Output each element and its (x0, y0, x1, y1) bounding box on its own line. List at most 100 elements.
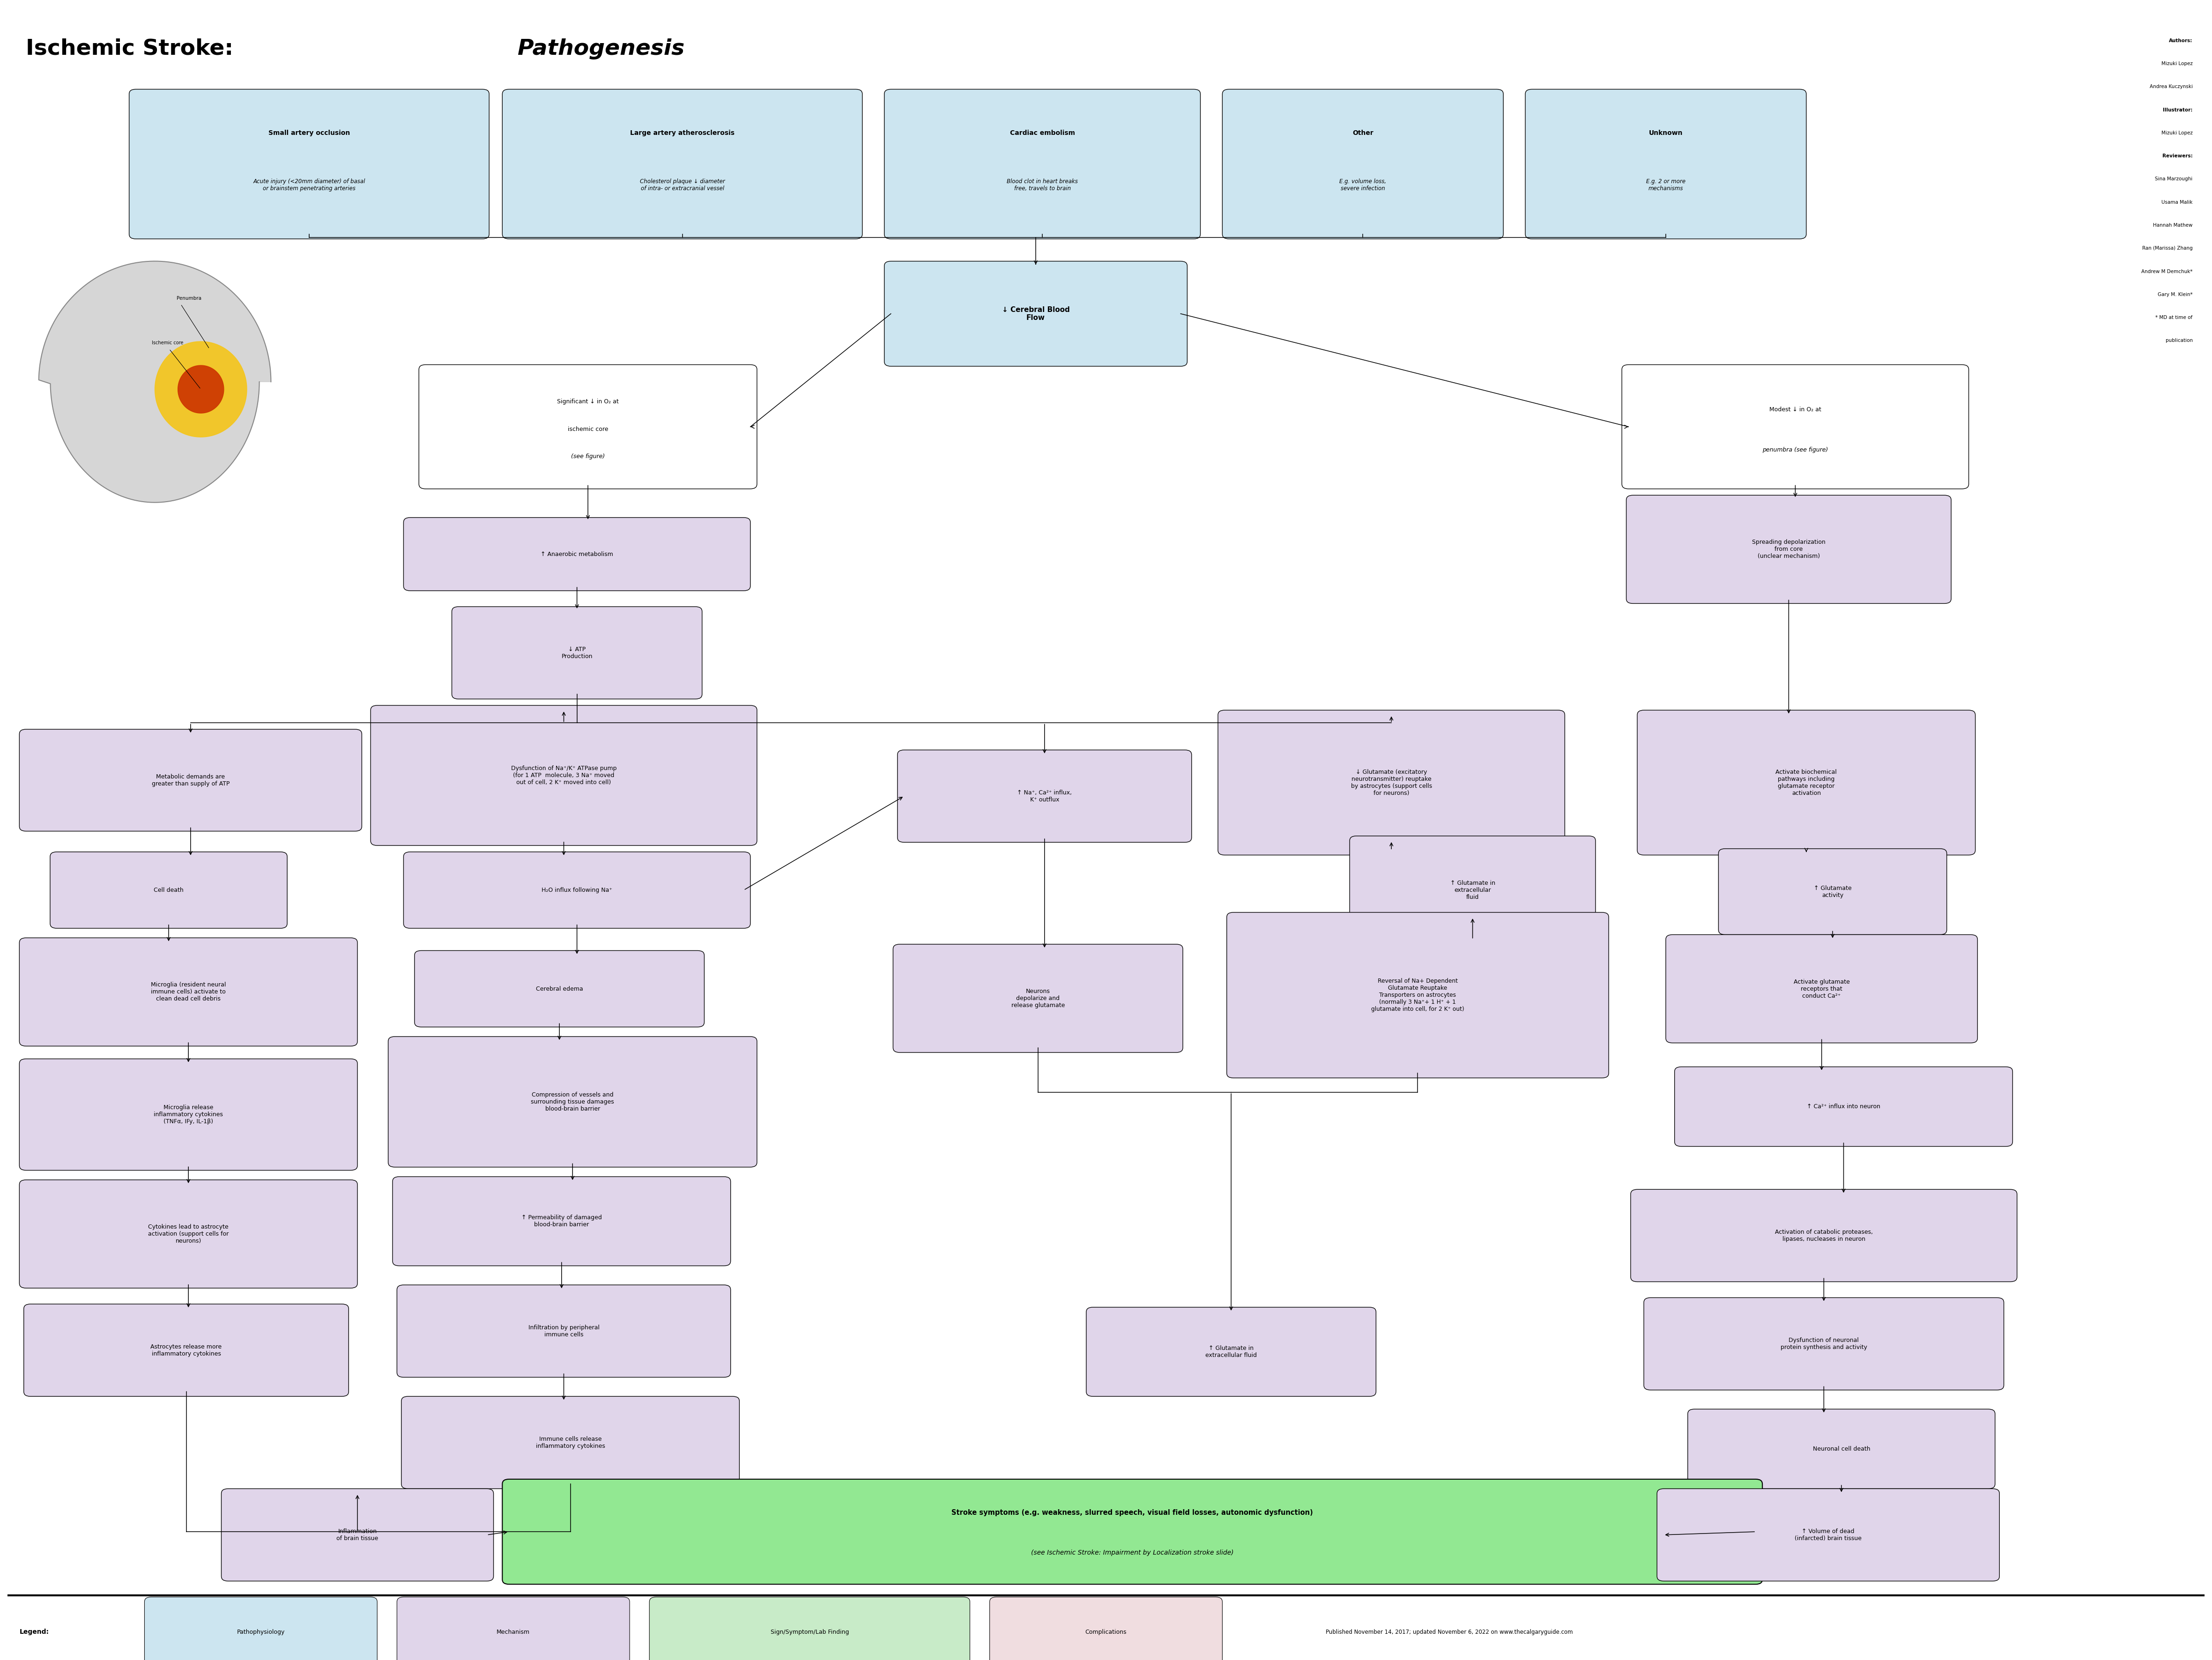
Text: Reversal of Na+ Dependent
Glutamate Reuptake
Transporters on astrocytes
(normall: Reversal of Na+ Dependent Glutamate Reup… (1371, 978, 1464, 1013)
FancyBboxPatch shape (885, 90, 1201, 239)
FancyBboxPatch shape (1626, 495, 1951, 604)
Text: Published November 14, 2017; updated November 6, 2022 on www.thecalgaryguide.com: Published November 14, 2017; updated Nov… (1325, 1628, 1573, 1635)
FancyBboxPatch shape (403, 852, 750, 928)
FancyBboxPatch shape (1219, 710, 1564, 855)
FancyBboxPatch shape (20, 1180, 358, 1288)
FancyBboxPatch shape (20, 938, 358, 1046)
FancyBboxPatch shape (51, 852, 288, 928)
Text: Mizuki Lopez: Mizuki Lopez (2161, 61, 2192, 66)
Text: Metabolic demands are
greater than supply of ATP: Metabolic demands are greater than suppl… (153, 774, 230, 787)
Text: Stroke symptoms (e.g. weakness, slurred speech, visual field losses, autonomic d: Stroke symptoms (e.g. weakness, slurred … (951, 1509, 1314, 1516)
FancyBboxPatch shape (396, 1597, 630, 1660)
Text: Spreading depolarization
from core
(unclear mechanism): Spreading depolarization from core (uncl… (1752, 540, 1825, 559)
FancyBboxPatch shape (894, 945, 1183, 1052)
Text: Sign/Symptom/Lab Finding: Sign/Symptom/Lab Finding (770, 1628, 849, 1635)
Text: ischemic core: ischemic core (568, 427, 608, 432)
FancyBboxPatch shape (989, 1597, 1223, 1660)
FancyBboxPatch shape (400, 1396, 739, 1489)
Text: Cardiac embolism: Cardiac embolism (1011, 129, 1075, 136)
Text: E.g. 2 or more
mechanisms: E.g. 2 or more mechanisms (1646, 179, 1686, 191)
FancyBboxPatch shape (1228, 913, 1608, 1077)
Text: Dysfunction of neuronal
protein synthesis and activity: Dysfunction of neuronal protein synthesi… (1781, 1338, 1867, 1350)
Text: Small artery occlusion: Small artery occlusion (268, 129, 349, 136)
FancyBboxPatch shape (885, 261, 1188, 367)
Text: ↑ Anaerobic metabolism: ↑ Anaerobic metabolism (540, 551, 613, 558)
Text: Significant ↓ in O₂ at: Significant ↓ in O₂ at (557, 398, 619, 405)
Text: Ran (Marissa) Zhang: Ran (Marissa) Zhang (2141, 246, 2192, 251)
Text: ↑ Na⁺, Ca²⁺ influx,
K⁺ outflux: ↑ Na⁺, Ca²⁺ influx, K⁺ outflux (1018, 790, 1073, 803)
Text: penumbra (see figure): penumbra (see figure) (1763, 447, 1827, 453)
FancyBboxPatch shape (418, 365, 757, 488)
FancyBboxPatch shape (144, 1597, 378, 1660)
FancyBboxPatch shape (128, 90, 489, 239)
Text: Mizuki Lopez: Mizuki Lopez (2161, 131, 2192, 136)
Text: Cell death: Cell death (153, 886, 184, 893)
Polygon shape (177, 365, 223, 413)
Text: Pathophysiology: Pathophysiology (237, 1628, 285, 1635)
Text: * MD at time of: * MD at time of (2154, 315, 2192, 320)
Text: H₂O influx following Na⁺: H₂O influx following Na⁺ (542, 886, 613, 893)
Text: Cerebral edema: Cerebral edema (535, 986, 584, 991)
FancyBboxPatch shape (1630, 1190, 2017, 1282)
Text: (see Ischemic Stroke: Impairment by Localization stroke slide): (see Ischemic Stroke: Impairment by Loca… (1031, 1549, 1234, 1555)
Text: Inflammation
of brain tissue: Inflammation of brain tissue (336, 1529, 378, 1542)
Text: Reviewers:: Reviewers: (2163, 154, 2192, 158)
Text: Other: Other (1352, 129, 1374, 136)
Text: Illustrator:: Illustrator: (2163, 108, 2192, 113)
FancyBboxPatch shape (372, 706, 757, 845)
Text: Sina Marzoughi: Sina Marzoughi (2154, 178, 2192, 181)
Text: Acute injury (<20mm diameter) of basal
or brainstem penetrating arteries: Acute injury (<20mm diameter) of basal o… (252, 179, 365, 191)
Text: ↑ Glutamate in
extracellular
fluid: ↑ Glutamate in extracellular fluid (1451, 880, 1495, 900)
FancyBboxPatch shape (24, 1305, 349, 1396)
FancyBboxPatch shape (451, 606, 701, 699)
Text: Microglia release
inflammatory cytokines
(TNFα, IFy, IL-1β): Microglia release inflammatory cytokines… (155, 1104, 223, 1124)
Text: Unknown: Unknown (1648, 129, 1683, 136)
Text: Astrocytes release more
inflammatory cytokines: Astrocytes release more inflammatory cyt… (150, 1343, 221, 1356)
Text: ↑ Permeability of damaged
blood-brain barrier: ↑ Permeability of damaged blood-brain ba… (522, 1215, 602, 1228)
Text: ↓ ATP
Production: ↓ ATP Production (562, 646, 593, 659)
FancyBboxPatch shape (387, 1036, 757, 1167)
Text: Legend:: Legend: (20, 1628, 49, 1635)
Text: E.g. volume loss,
severe infection: E.g. volume loss, severe infection (1340, 179, 1387, 191)
FancyBboxPatch shape (502, 1479, 1763, 1584)
Text: Gary M. Klein*: Gary M. Klein* (2157, 292, 2192, 297)
FancyBboxPatch shape (1666, 935, 1978, 1042)
Text: Cytokines lead to astrocyte
activation (support cells for
neurons): Cytokines lead to astrocyte activation (… (148, 1223, 228, 1243)
Text: (see figure): (see figure) (571, 453, 604, 460)
Text: ↓ Cerebral Blood
Flow: ↓ Cerebral Blood Flow (1002, 305, 1071, 322)
Polygon shape (155, 342, 248, 437)
Text: ↑ Glutamate
activity: ↑ Glutamate activity (1814, 885, 1851, 898)
Text: publication: publication (2166, 339, 2192, 344)
FancyBboxPatch shape (1674, 1067, 2013, 1147)
Text: Activation of catabolic proteases,
lipases, nucleases in neuron: Activation of catabolic proteases, lipas… (1774, 1228, 1874, 1242)
Text: Compression of vessels and
surrounding tissue damages
blood-brain barrier: Compression of vessels and surrounding t… (531, 1092, 615, 1112)
Text: ↑ Glutamate in
extracellular fluid: ↑ Glutamate in extracellular fluid (1206, 1345, 1256, 1358)
Text: Activate biochemical
pathways including
glutamate receptor
activation: Activate biochemical pathways including … (1776, 769, 1836, 797)
FancyBboxPatch shape (403, 518, 750, 591)
Text: Immune cells release
inflammatory cytokines: Immune cells release inflammatory cytoki… (535, 1436, 606, 1449)
FancyBboxPatch shape (502, 90, 863, 239)
Text: Andrea Kuczynski: Andrea Kuczynski (2150, 85, 2192, 90)
Text: Microglia (resident neural
immune cells) activate to
clean dead cell debris: Microglia (resident neural immune cells)… (150, 983, 226, 1003)
Text: ↑ Ca²⁺ influx into neuron: ↑ Ca²⁺ influx into neuron (1807, 1104, 1880, 1109)
FancyBboxPatch shape (1526, 90, 1807, 239)
Text: Neurons
depolarize and
release glutamate: Neurons depolarize and release glutamate (1011, 988, 1064, 1008)
Text: Andrew M Demchuk*: Andrew M Demchuk* (2141, 269, 2192, 274)
FancyBboxPatch shape (898, 750, 1192, 842)
FancyBboxPatch shape (1719, 848, 1947, 935)
FancyBboxPatch shape (1637, 710, 1975, 855)
Text: ↑ Volume of dead
(infarcted) brain tissue: ↑ Volume of dead (infarcted) brain tissu… (1794, 1529, 1863, 1542)
Text: ↓ Glutamate (excitatory
neurotransmitter) reuptake
by astrocytes (support cells
: ↓ Glutamate (excitatory neurotransmitter… (1352, 769, 1431, 797)
Text: Infiltration by peripheral
immune cells: Infiltration by peripheral immune cells (529, 1325, 599, 1338)
Text: Authors:: Authors: (2170, 38, 2192, 43)
FancyBboxPatch shape (20, 729, 363, 832)
FancyBboxPatch shape (650, 1597, 969, 1660)
Text: Ischemic core: Ischemic core (153, 340, 184, 345)
FancyBboxPatch shape (2, 1590, 2210, 1660)
Text: Pathogenesis: Pathogenesis (518, 38, 684, 60)
Text: Cholesterol plaque ↓ diameter
of intra- or extracranial vessel: Cholesterol plaque ↓ diameter of intra- … (639, 179, 726, 191)
Text: Complications: Complications (1086, 1628, 1126, 1635)
FancyBboxPatch shape (20, 1059, 358, 1170)
Text: Dysfunction of Na⁺/K⁺ ATPase pump
(for 1 ATP  molecule, 3 Na⁺ moved
out of cell,: Dysfunction of Na⁺/K⁺ ATPase pump (for 1… (511, 765, 617, 785)
Text: Hannah Mathew: Hannah Mathew (2152, 222, 2192, 227)
